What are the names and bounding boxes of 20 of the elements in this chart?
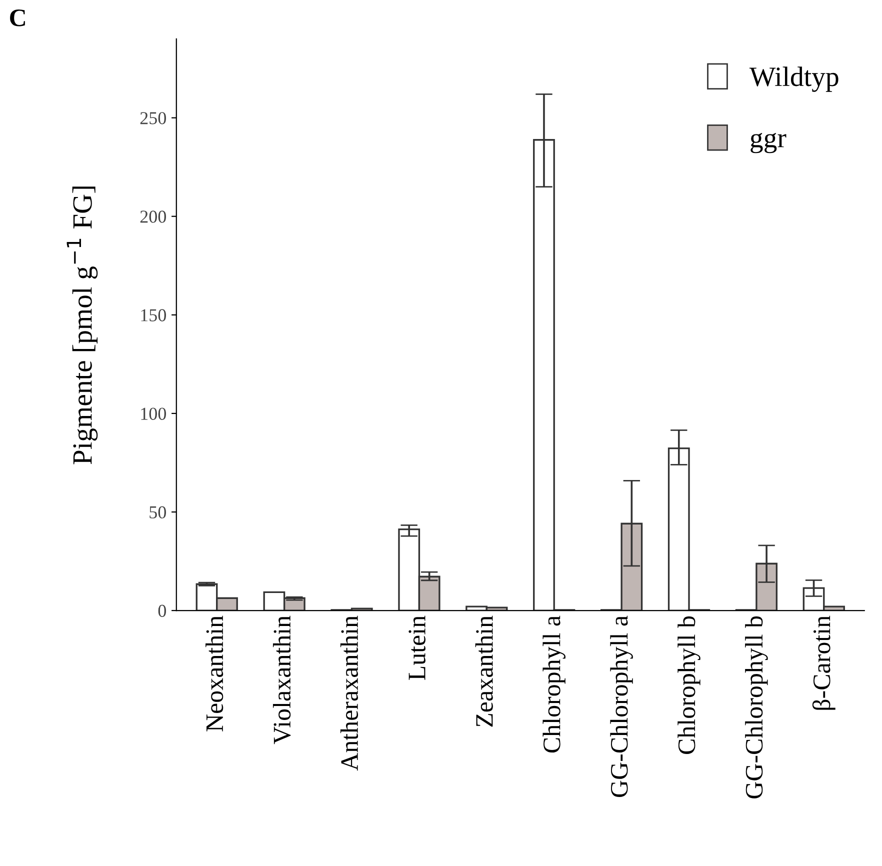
x-tick-label: GG-Chlorophyll b xyxy=(745,616,768,798)
y-tick-label: 200 xyxy=(140,210,166,223)
y-tick-label: 150 xyxy=(141,309,166,322)
legend-label: ggr xyxy=(750,132,786,154)
x-tick-label: Violaxanthin xyxy=(272,616,291,744)
x-tick-label: Antheraxanthin xyxy=(340,616,358,771)
x-tick-label: Zeaxanthin xyxy=(475,616,493,727)
y-tick-label: 50 xyxy=(150,506,166,518)
y-tick-label: 0 xyxy=(158,604,166,617)
chart-title: C xyxy=(10,9,25,26)
y-tick-label: 250 xyxy=(140,112,166,124)
x-tick-label: β-Carotin xyxy=(812,616,836,710)
x-tick-label: Neoxanthin xyxy=(206,616,224,732)
y-tick-label: 100 xyxy=(141,408,166,420)
legend-label: Wildtyp xyxy=(749,66,838,92)
x-tick-label: Chlorophyll a xyxy=(542,616,566,753)
x-tick-label: Lutein xyxy=(408,616,426,680)
x-tick-label: GG-Chlorophyll a xyxy=(610,616,633,797)
x-tick-label: Chlorophyll b xyxy=(678,616,700,754)
y-axis-title: Pigmente [pmol g$^{−1}$ FG] xyxy=(66,186,98,464)
